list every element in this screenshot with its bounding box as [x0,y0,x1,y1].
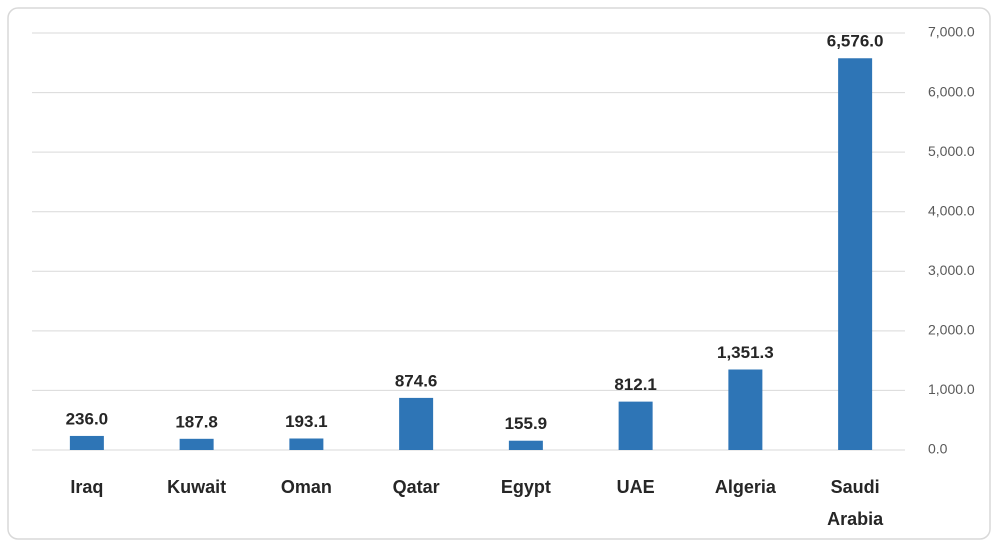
bar [618,401,653,450]
bar [728,369,763,450]
x-tick-label: UAE [617,477,655,497]
y-tick-label: 1,000.0 [928,381,975,397]
value-label: 236.0 [66,409,109,428]
y-tick-label: 2,000.0 [928,322,975,338]
y-tick-label: 0.0 [928,441,948,457]
value-label: 6,576.0 [827,32,884,51]
x-tick-label: Saudi Arabia [827,477,884,529]
bar [508,440,543,450]
bar [838,58,873,450]
bar [179,438,214,450]
x-tick-label: Iraq [70,477,103,497]
bar [69,435,104,450]
value-label: 193.1 [285,412,328,431]
bar [399,397,434,450]
value-label: 155.9 [505,414,548,433]
y-tick-label: 7,000.0 [928,24,975,40]
y-tick-label: 4,000.0 [928,202,975,218]
value-label: 187.8 [175,412,218,431]
y-tick-label: 5,000.0 [928,143,975,159]
y-tick-label: 6,000.0 [928,83,975,99]
y-tick-label: 3,000.0 [928,262,975,278]
bar [289,438,324,450]
x-tick-label: Qatar [393,477,440,497]
value-label: 812.1 [614,375,657,394]
x-tick-label: Oman [281,477,332,497]
x-tick-label: Algeria [715,477,777,497]
value-label: 1,351.3 [717,343,774,362]
x-tick-label: Kuwait [167,477,226,497]
value-label: 874.6 [395,371,438,390]
x-tick-label: Egypt [501,477,551,497]
